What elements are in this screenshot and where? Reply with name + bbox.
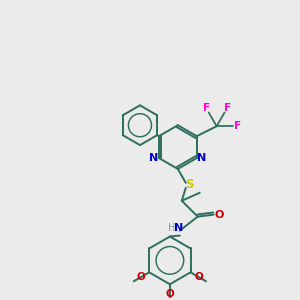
Text: N: N xyxy=(174,223,183,232)
Text: O: O xyxy=(136,272,145,282)
Text: F: F xyxy=(224,103,231,113)
Text: N: N xyxy=(197,153,206,163)
Text: S: S xyxy=(185,178,194,191)
Text: O: O xyxy=(195,272,203,282)
Text: F: F xyxy=(202,103,210,113)
Text: O: O xyxy=(215,210,224,220)
Text: H: H xyxy=(168,223,175,232)
Text: N: N xyxy=(149,153,158,163)
Text: F: F xyxy=(234,121,241,131)
Text: O: O xyxy=(166,289,174,299)
